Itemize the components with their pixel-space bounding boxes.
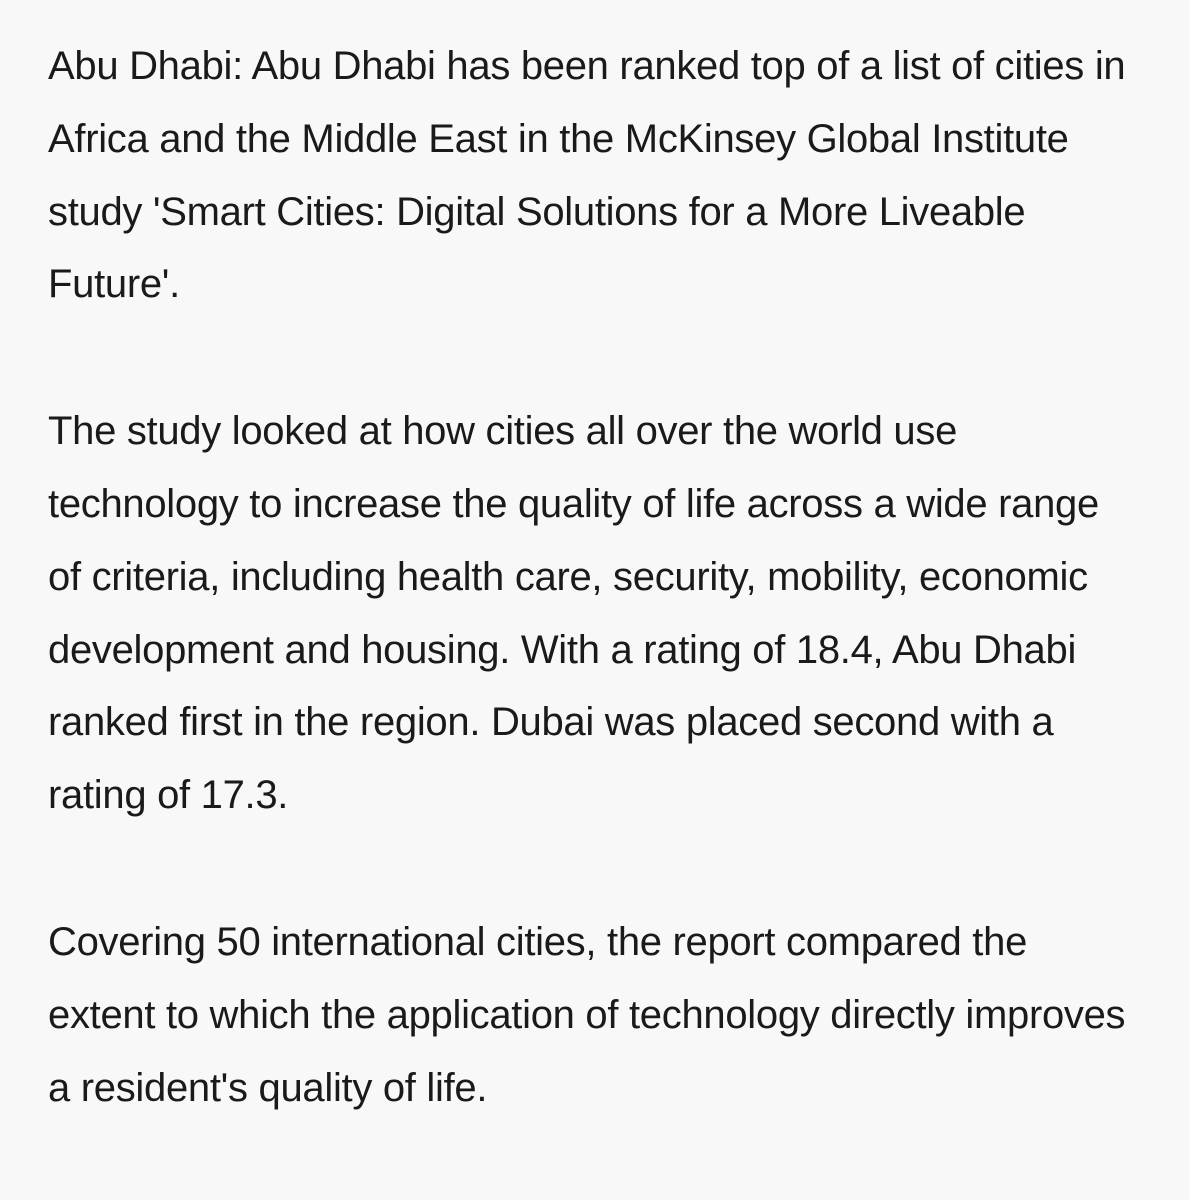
article-paragraph: Covering 50 international cities, the re… [48,906,1141,1124]
article-body: Abu Dhabi: Abu Dhabi has been ranked top… [48,30,1141,1124]
article-paragraph: Abu Dhabi: Abu Dhabi has been ranked top… [48,30,1141,321]
article-paragraph: The study looked at how cities all over … [48,395,1141,832]
